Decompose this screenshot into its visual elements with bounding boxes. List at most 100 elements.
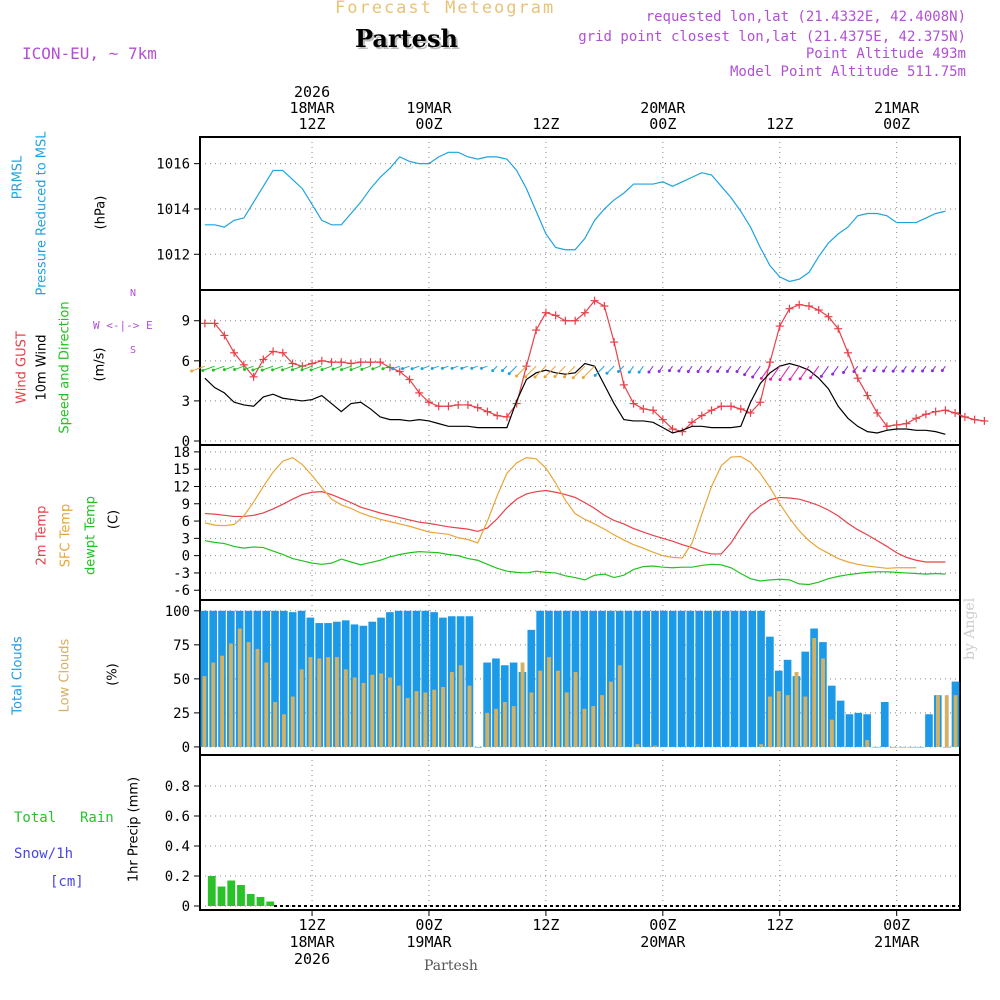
- low-cloud-bar: [343, 669, 348, 747]
- low-cloud-bar: [529, 692, 534, 747]
- wind-arrow: [799, 365, 810, 380]
- top-time-label: 18MAR: [289, 99, 335, 117]
- wind-arrow-head: [320, 368, 324, 372]
- top-time-label: 00Z: [649, 115, 676, 133]
- precip-baseline: [910, 905, 913, 907]
- y-tick-label: 0: [182, 740, 190, 756]
- low-cloud-bar: [396, 685, 401, 747]
- precip-baseline: [442, 905, 445, 907]
- low-cloud-bar: [759, 744, 764, 747]
- precip-baseline: [952, 905, 955, 907]
- low-cloud-bar: [282, 714, 286, 747]
- point-altitude: Point Altitude 493m: [805, 46, 966, 62]
- wind-arrow-head: [401, 367, 405, 371]
- wind-arrow-head: [593, 373, 597, 377]
- precip-baseline: [796, 905, 799, 907]
- wind-arrow-head: [809, 376, 813, 380]
- wind-arrow-head: [222, 368, 226, 372]
- low-cloud-bar: [273, 702, 278, 747]
- panel-frame: [199, 136, 961, 291]
- wind-arrow-head: [882, 369, 886, 373]
- low-cloud-bar: [432, 689, 437, 747]
- precip-baseline: [646, 905, 649, 907]
- total-cloud-bar: [668, 610, 677, 747]
- low-cloud-bar: [388, 677, 392, 747]
- precip-baseline: [334, 905, 337, 907]
- precip-baseline: [766, 905, 769, 907]
- wind-arrow-head: [930, 369, 934, 373]
- low-cloud-bar: [520, 662, 525, 747]
- low-cloud-bar: [361, 682, 366, 747]
- rain-bar: [246, 894, 255, 906]
- low-cloud-bar: [944, 695, 949, 747]
- wind-arrow-head: [778, 378, 782, 382]
- low-cloud-bar: [211, 662, 216, 747]
- wind-arrow-head: [940, 368, 944, 372]
- total-cloud-bar: [925, 714, 933, 747]
- y-tick-label: 9: [182, 497, 190, 513]
- y-tick-label: 0.8: [165, 779, 190, 795]
- precip-baseline: [304, 905, 307, 907]
- wind-arrow-head: [460, 366, 464, 370]
- top-time-label: 12Z: [532, 115, 559, 133]
- total-cloud-bar: [845, 714, 854, 747]
- precip-baseline: [640, 905, 643, 907]
- precip-baseline: [328, 905, 331, 907]
- total-cloud-bar: [492, 658, 500, 747]
- precip-baseline: [652, 905, 655, 907]
- wind-arrow-head: [440, 366, 444, 370]
- wind-arrow-head: [360, 367, 364, 371]
- total-cloud-bar: [827, 685, 836, 747]
- low-cloud-bar: [564, 692, 569, 747]
- wind-arrow: [301, 365, 313, 371]
- y-tick-label: 6: [182, 354, 190, 370]
- y-tick-label: 6: [182, 514, 190, 530]
- precip-baseline: [544, 905, 547, 907]
- total-cloud-bar: [607, 610, 615, 747]
- y-tick-label: 0: [182, 434, 190, 450]
- wind-arrow-head: [349, 368, 353, 372]
- total-cloud-bar: [730, 610, 739, 747]
- bottom-time-label: 20MAR: [640, 933, 686, 951]
- low-cloud-bar: [555, 670, 560, 747]
- low-cloud-bar: [768, 696, 772, 747]
- low-cloud-bar: [812, 638, 817, 747]
- wind-arrow: [252, 365, 264, 371]
- precip-baseline: [376, 905, 379, 907]
- wind-arrow: [544, 365, 556, 378]
- precip-baseline: [550, 905, 553, 907]
- total-cloud-bar: [880, 702, 889, 747]
- wind-arrow: [554, 365, 566, 377]
- low-cloud-bar: [414, 691, 419, 747]
- precip-baseline: [502, 905, 505, 907]
- precip-baseline: [628, 905, 631, 907]
- wind-arrow: [534, 365, 547, 378]
- precip-baseline: [724, 905, 727, 907]
- wind-arrow-head: [627, 370, 631, 374]
- total-cloud-bar: [598, 610, 606, 747]
- total-cloud-bar: [465, 616, 474, 747]
- precip-baseline: [754, 905, 757, 907]
- total-cloud-bar: [271, 610, 279, 747]
- total-cloud-bar: [421, 610, 430, 747]
- low-cloud-bar: [794, 672, 799, 747]
- precip-baseline: [370, 905, 373, 907]
- wind-arrow-head: [233, 368, 237, 372]
- low-cloud-bar: [299, 669, 304, 747]
- total-cloud-bar: [704, 610, 712, 747]
- rain-bar: [217, 886, 226, 906]
- precip-baseline: [274, 905, 277, 907]
- compass-north: N: [130, 288, 137, 299]
- pressure-line: [204, 151, 946, 283]
- wind-arrow-head: [281, 368, 284, 372]
- low-cloud-bar: [485, 712, 490, 747]
- precip-baseline: [604, 905, 607, 907]
- total-cloud-bar: [660, 610, 668, 747]
- total-cloud-bar: [580, 610, 589, 747]
- total-cloud-bar: [695, 610, 704, 747]
- precip-baseline: [694, 905, 697, 907]
- precip-baseline: [586, 905, 589, 907]
- low-cloud-bar: [538, 670, 543, 747]
- wind-arrow: [292, 365, 303, 371]
- bottom-time-label: 12Z: [532, 916, 559, 934]
